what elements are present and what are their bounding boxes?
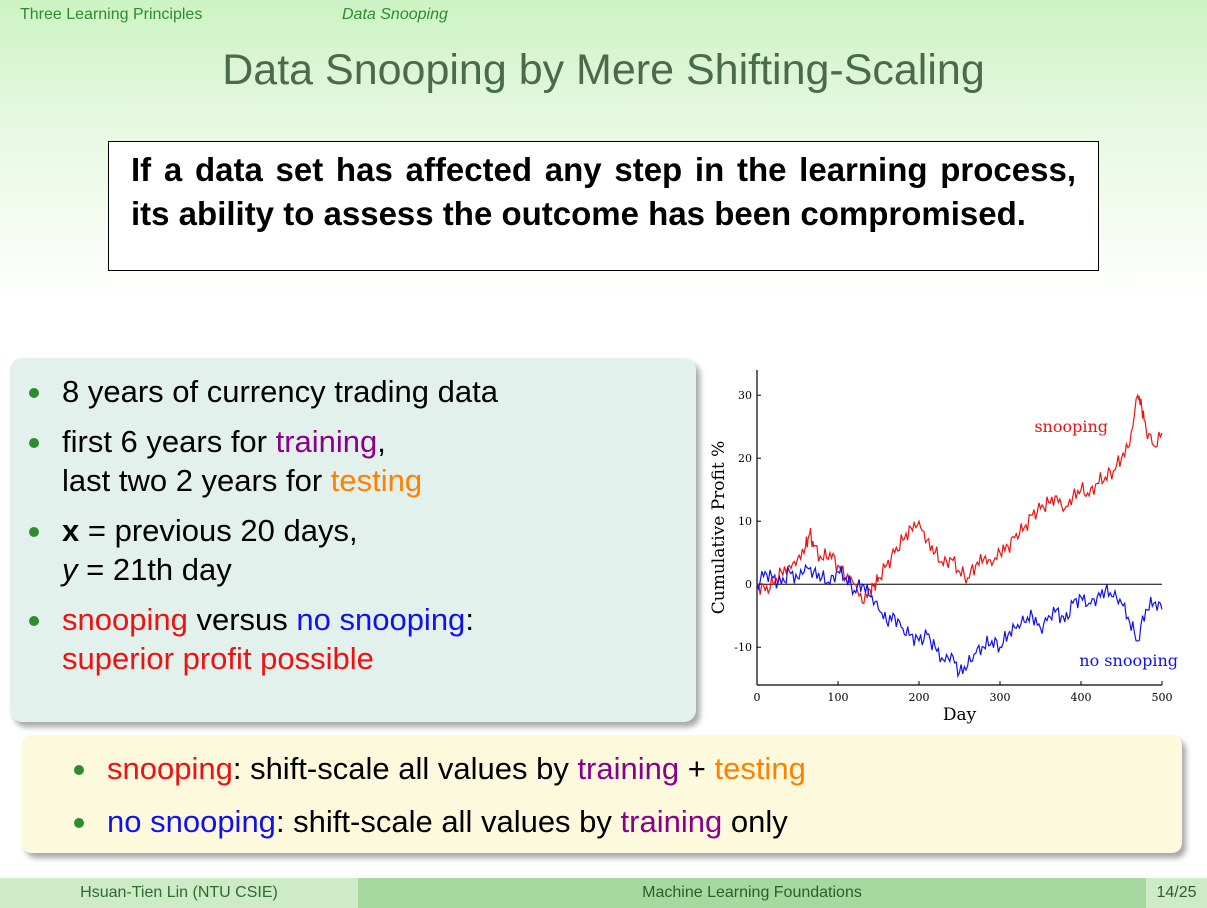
list-item: snooping: shift-scale all values by trai…	[74, 749, 1182, 788]
slide-title: Data Snooping by Mere Shifting-Scaling	[222, 46, 985, 94]
summary-text: : shift-scale all values by	[232, 751, 578, 786]
x-axis-label: Day	[943, 705, 977, 725]
summary-list: snooping: shift-scale all values by trai…	[22, 735, 1182, 841]
y-tick-label: -10	[734, 641, 752, 654]
y-tick-label: 0	[745, 578, 752, 591]
breadcrumb-section[interactable]: Three Learning Principles	[20, 6, 203, 23]
bullet-text: = previous 20 days,	[79, 513, 358, 548]
training-term: training	[620, 804, 723, 839]
bullet-text: = 21th day	[77, 552, 232, 587]
superior-profit-text: superior profit possible	[62, 641, 374, 676]
definition-box: If a data set has affected any step in t…	[108, 141, 1099, 271]
testing-term: testing	[330, 463, 423, 498]
x-tick-label: 100	[828, 691, 849, 704]
no-snooping-term: no snooping	[296, 602, 466, 637]
list-item: no snooping: shift-scale all values by t…	[74, 802, 1182, 841]
no-snooping-term: no snooping	[107, 804, 276, 839]
footer-author: Hsuan-Tien Lin (NTU CSIE)	[0, 878, 358, 908]
x-tick-label: 400	[1071, 691, 1092, 704]
bullet-panel: 8 years of currency trading data first 6…	[10, 358, 696, 722]
x-tick-label: 200	[909, 691, 930, 704]
snooping-term: snooping	[62, 602, 188, 637]
training-term: training	[275, 424, 378, 459]
list-item: 8 years of currency trading data	[29, 372, 696, 411]
bullet-text: first 6 years for	[62, 424, 276, 459]
x-tick-label: 500	[1152, 691, 1173, 704]
x-tick-label: 300	[990, 691, 1011, 704]
y-tick-label: 10	[738, 515, 752, 528]
y-symbol: y	[62, 552, 78, 587]
list-item: first 6 years for training, last two 2 y…	[29, 422, 696, 500]
bullet-text: ,	[377, 424, 386, 459]
bullet-text: versus	[187, 602, 297, 637]
summary-text: only	[722, 804, 788, 839]
no-snooping-annotation: no snooping	[1079, 651, 1178, 670]
bullet-text: last two 2 years for	[62, 463, 331, 498]
x-symbol: x	[62, 513, 80, 548]
summary-panel: snooping: shift-scale all values by trai…	[22, 735, 1182, 853]
footer-page-number[interactable]: 14/25	[1146, 878, 1207, 908]
y-tick-label: 30	[738, 389, 752, 402]
summary-text: : shift-scale all values by	[275, 804, 621, 839]
x-tick-label: 0	[754, 691, 761, 704]
y-axis-label: Cumulative Profit %	[709, 441, 729, 614]
training-term: training	[577, 751, 680, 786]
list-item: x = previous 20 days, y = 21th day	[29, 511, 696, 589]
summary-text: +	[679, 751, 715, 786]
testing-term: testing	[714, 751, 806, 786]
bullet-text: 8 years of currency trading data	[62, 374, 498, 409]
series-line-snooping	[756, 393, 1163, 604]
footer: Hsuan-Tien Lin (NTU CSIE) Machine Learni…	[0, 878, 1207, 908]
breadcrumb: Three Learning Principles Data Snooping	[20, 6, 448, 24]
snooping-term: snooping	[107, 751, 233, 786]
bullet-text: :	[465, 602, 474, 637]
y-tick-label: 20	[738, 452, 752, 465]
chart-labels: Day Cumulative Profit % snooping no snoopin…	[709, 417, 1178, 725]
chart-series	[756, 393, 1163, 679]
snooping-annotation: snooping	[1034, 417, 1108, 436]
list-item: snooping versus no snooping: superior pr…	[29, 600, 696, 678]
breadcrumb-subsection[interactable]: Data Snooping	[342, 6, 448, 23]
bullet-list: 8 years of currency trading data first 6…	[10, 358, 696, 678]
series-line-no-snooping	[756, 563, 1163, 679]
footer-course: Machine Learning Foundations	[358, 878, 1146, 908]
